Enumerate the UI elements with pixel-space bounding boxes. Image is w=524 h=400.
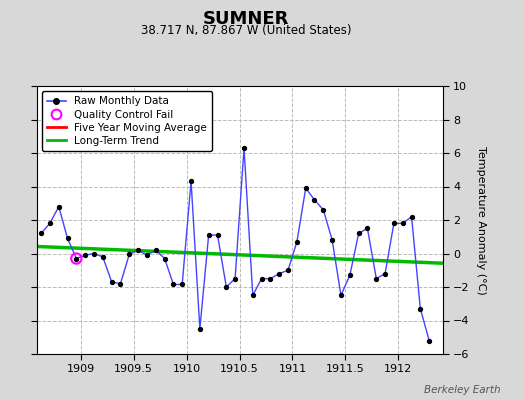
Point: [99, 254, 107, 260]
Point: [81, 252, 90, 258]
Point: [310, 197, 319, 203]
Point: [195, 326, 204, 332]
Text: Berkeley Earth: Berkeley Earth: [424, 385, 500, 395]
Point: [407, 214, 416, 220]
Point: [416, 306, 424, 312]
Point: [425, 338, 433, 344]
Point: [72, 255, 81, 262]
Point: [328, 237, 336, 243]
Point: [284, 267, 292, 274]
Point: [169, 281, 178, 288]
Point: [222, 284, 231, 290]
Point: [231, 276, 239, 282]
Point: [399, 220, 407, 226]
Point: [72, 255, 81, 262]
Point: [275, 270, 283, 277]
Point: [178, 281, 187, 288]
Point: [125, 251, 134, 258]
Point: [151, 247, 160, 253]
Point: [63, 235, 72, 242]
Point: [248, 292, 257, 298]
Point: [319, 207, 328, 213]
Point: [381, 270, 389, 277]
Point: [134, 247, 143, 253]
Point: [213, 232, 222, 238]
Point: [337, 292, 345, 298]
Point: [257, 276, 266, 282]
Point: [54, 203, 63, 210]
Point: [143, 252, 151, 258]
Point: [107, 279, 116, 285]
Point: [363, 225, 372, 232]
Point: [354, 230, 363, 237]
Point: [240, 145, 248, 151]
Point: [37, 230, 45, 237]
Point: [293, 238, 301, 245]
Legend: Raw Monthly Data, Quality Control Fail, Five Year Moving Average, Long-Term Tren: Raw Monthly Data, Quality Control Fail, …: [42, 91, 212, 151]
Point: [346, 272, 354, 278]
Point: [204, 232, 213, 238]
Point: [266, 276, 275, 282]
Point: [372, 276, 380, 282]
Point: [116, 280, 125, 287]
Text: 38.717 N, 87.867 W (United States): 38.717 N, 87.867 W (United States): [141, 24, 352, 37]
Point: [90, 250, 98, 257]
Y-axis label: Temperature Anomaly (°C): Temperature Anomaly (°C): [476, 146, 486, 294]
Point: [46, 220, 54, 226]
Text: SUMNER: SUMNER: [203, 10, 289, 28]
Point: [160, 255, 169, 262]
Point: [187, 178, 195, 185]
Point: [390, 220, 398, 226]
Point: [301, 185, 310, 191]
